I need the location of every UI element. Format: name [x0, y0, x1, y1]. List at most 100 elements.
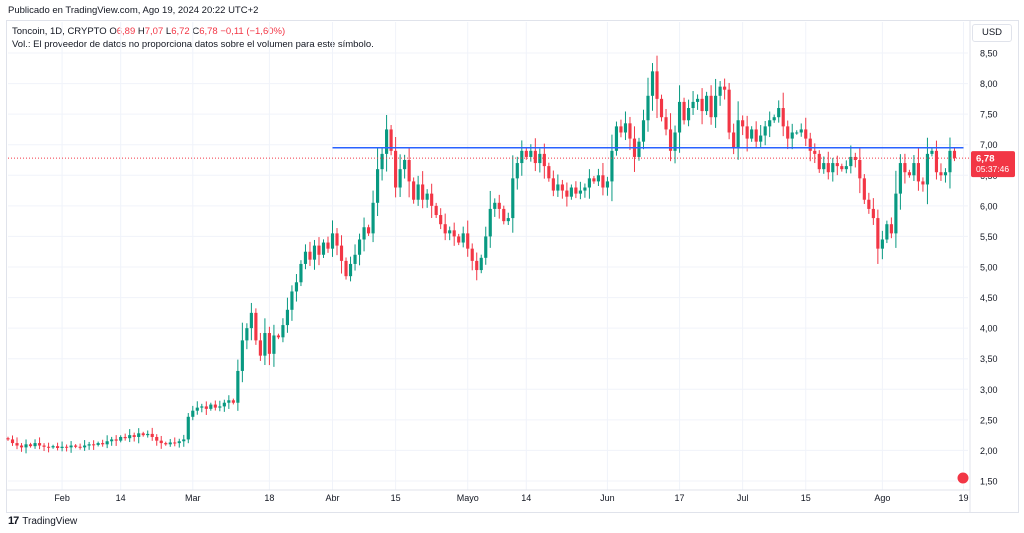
close-value: 6,78: [199, 26, 218, 37]
candle-body: [155, 436, 159, 441]
candle-body: [231, 400, 235, 403]
countdown-label: 05:37:46: [976, 164, 1009, 174]
candle-body: [655, 71, 659, 99]
candle-body: [371, 202, 375, 234]
candle-body: [876, 218, 880, 249]
candle-body: [885, 224, 889, 240]
candle-body: [668, 129, 673, 151]
candle-body: [952, 150, 957, 159]
candle-body: [119, 436, 123, 441]
candle-body: [614, 126, 619, 151]
candle-body: [889, 224, 893, 234]
candle-body: [132, 435, 136, 437]
candle-body: [682, 101, 686, 121]
candle-body: [560, 184, 564, 191]
candle-body: [934, 150, 939, 173]
candle-body: [732, 132, 736, 148]
candle-body: [542, 153, 546, 167]
us-flag-icon[interactable]: [956, 471, 970, 485]
candle-body: [294, 282, 299, 292]
candle-body: [880, 239, 884, 249]
candle-body: [826, 163, 830, 173]
y-tick-label: 4,00: [980, 324, 998, 334]
candle-body: [389, 129, 393, 151]
candle-body: [348, 263, 353, 277]
x-tick-label: 15: [391, 493, 401, 503]
candle-body: [930, 150, 934, 154]
candle-body: [759, 135, 763, 142]
candle-body: [416, 184, 420, 200]
x-tick-label: Abr: [325, 493, 339, 503]
candle-body: [249, 312, 253, 329]
candle-body: [840, 166, 844, 170]
candle-body: [290, 291, 294, 310]
candle-body: [380, 153, 384, 170]
candle-body: [159, 440, 163, 444]
candle-body: [281, 325, 285, 338]
candle-body: [46, 446, 51, 448]
high-label: H: [137, 26, 145, 37]
candle-body: [569, 187, 573, 197]
candle-body: [344, 260, 348, 277]
candle-body: [74, 445, 78, 447]
candle-body: [362, 227, 366, 240]
candle-body: [817, 153, 821, 170]
candle-body: [529, 150, 533, 157]
candle-body: [308, 251, 312, 260]
candle-body: [520, 150, 524, 164]
candle-body: [321, 242, 326, 255]
candle-body: [714, 95, 718, 118]
candle-body: [691, 101, 695, 109]
candle-body: [907, 172, 911, 176]
chart-frame: [6, 20, 1019, 513]
candle-body: [195, 407, 199, 411]
candle-body: [488, 208, 492, 237]
candle-body: [69, 445, 73, 448]
currency-button[interactable]: USD: [972, 24, 1012, 42]
candle-body: [862, 178, 866, 200]
candle-body: [903, 163, 907, 173]
candle-body: [110, 439, 114, 442]
candle-body: [421, 184, 425, 200]
candle-body: [705, 95, 709, 112]
last-price-label: 6,78: [976, 154, 995, 165]
candle-body: [240, 340, 244, 371]
candle-body: [750, 129, 754, 139]
candle-body: [583, 187, 587, 191]
candle-body: [173, 442, 177, 444]
candle-body: [448, 230, 452, 234]
candle-body: [19, 445, 24, 448]
candle-body: [245, 328, 249, 341]
close-label: C: [192, 26, 200, 37]
candle-body: [619, 126, 623, 133]
candle-body: [177, 441, 181, 444]
candle-body: [574, 187, 578, 194]
candle-body: [493, 202, 497, 209]
candle-body: [777, 108, 781, 118]
x-tick-label: Feb: [54, 493, 70, 503]
candle-body: [664, 117, 668, 130]
x-tick-label: Jul: [737, 493, 749, 503]
candle-body: [285, 309, 290, 326]
candle-body: [335, 233, 339, 246]
tradingview-brand[interactable]: TradingView: [22, 515, 78, 527]
candle-body: [101, 443, 105, 445]
candle-body: [754, 129, 758, 142]
candle-body: [24, 444, 28, 448]
candle-body: [831, 163, 835, 173]
candle-body: [222, 402, 226, 407]
symbol-label[interactable]: Toncoin, 1D, CRYPTO: [12, 26, 107, 37]
candle-body: [768, 120, 772, 127]
candle-body: [479, 257, 483, 271]
open-label: O: [109, 26, 117, 37]
candle-body: [596, 175, 600, 182]
candle-body: [87, 444, 91, 446]
candle-body: [353, 254, 357, 264]
tradingview-logo-icon[interactable]: 17: [8, 515, 19, 527]
candle-body: [844, 166, 848, 170]
low-label: L: [165, 26, 172, 37]
candle-body: [403, 160, 407, 170]
candle-body: [42, 445, 46, 447]
candle-body: [736, 120, 740, 148]
